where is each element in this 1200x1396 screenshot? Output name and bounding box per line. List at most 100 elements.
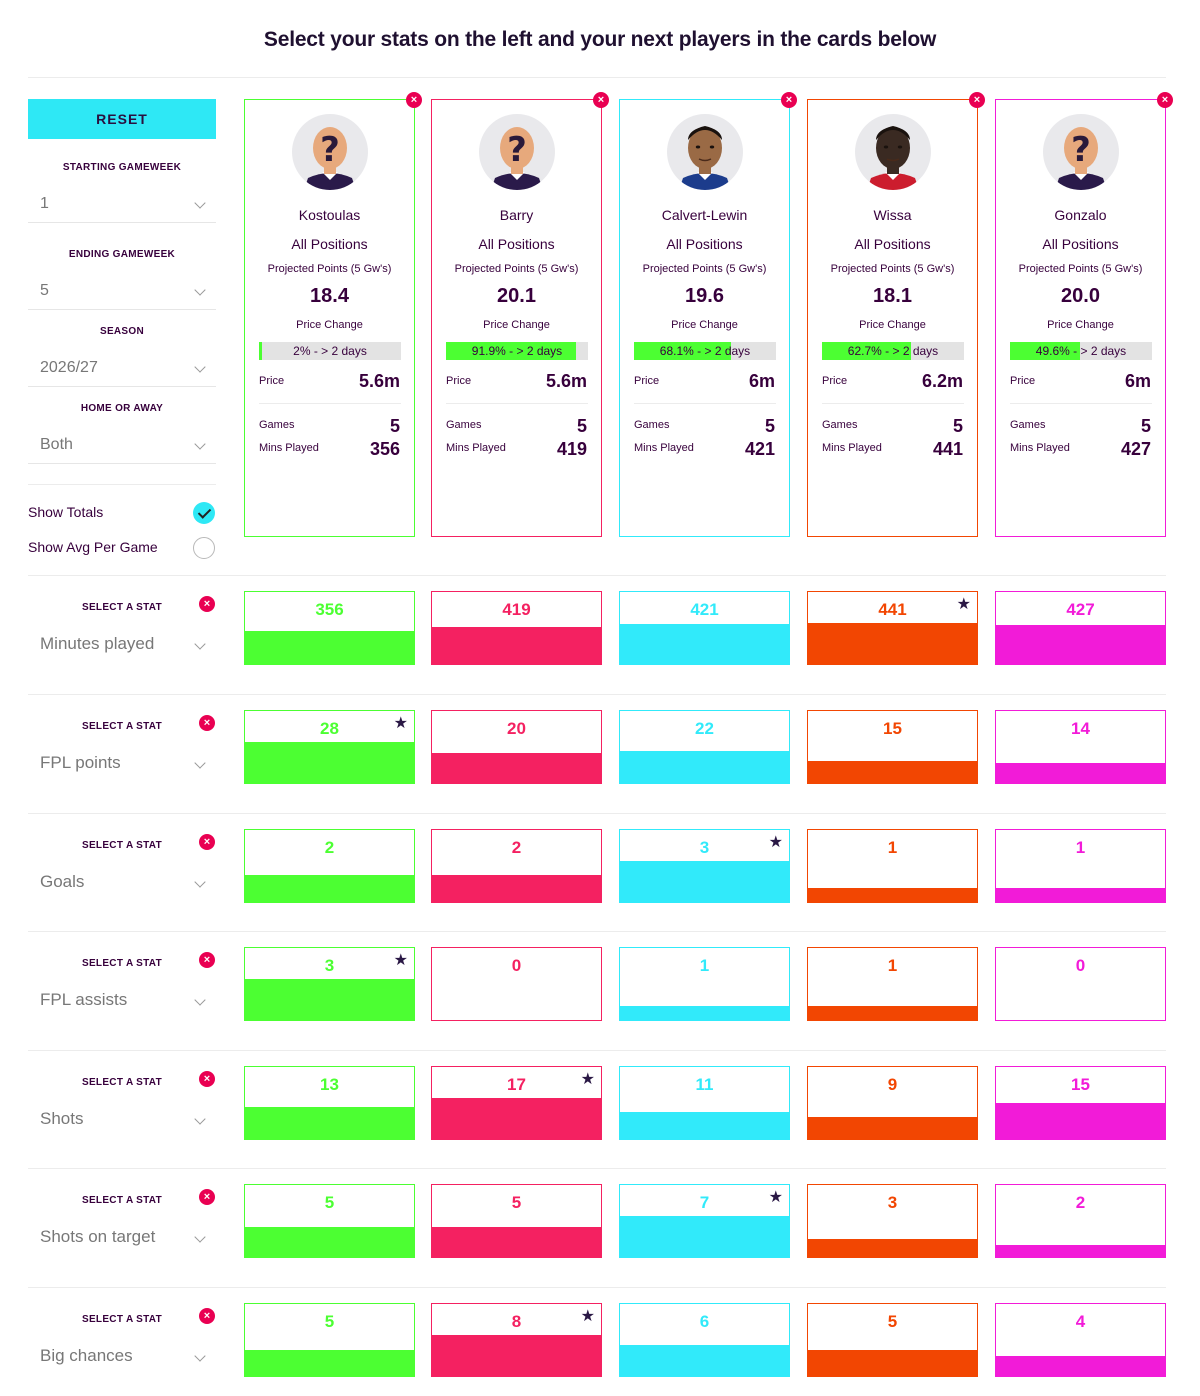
player-avatar	[667, 114, 743, 190]
mins-played-value: 427	[1120, 439, 1151, 459]
mins-played-value: 356	[369, 439, 400, 459]
stat-select[interactable]: Minutes played	[28, 626, 216, 662]
player-card: × Calvert-Lewin All Positions Projected Poi…	[619, 92, 797, 537]
ending-gameweek-label: ENDING GAMEWEEK	[68, 249, 176, 260]
unknown-player-icon: ?	[1043, 114, 1119, 190]
stat-value: 11	[695, 1075, 714, 1094]
price-change-fill	[446, 342, 577, 360]
stat-value-box: 15	[995, 1066, 1166, 1140]
divider	[28, 575, 1166, 576]
price-change-label: Price Change	[1047, 319, 1114, 331]
remove-stat-button[interactable]: ×	[199, 1308, 215, 1324]
remove-player-button[interactable]: ×	[593, 92, 609, 108]
stat-value-fill	[996, 1245, 1165, 1257]
stat-value-box: 1	[619, 947, 790, 1021]
stat-select[interactable]: Shots on target	[28, 1219, 216, 1255]
select-stat-label: SELECT A STAT	[81, 840, 162, 851]
stat-value-fill	[245, 1107, 414, 1139]
stat-value-fill	[996, 762, 1165, 783]
stat-value-fill	[245, 978, 414, 1020]
mins-played-label: Mins Played	[1010, 442, 1070, 454]
starting-gameweek-select[interactable]: 1	[28, 185, 216, 223]
stat-value-fill	[432, 753, 601, 783]
stat-value-box: 1	[807, 947, 978, 1021]
chevron-down-icon	[194, 876, 206, 888]
stat-value: 3	[699, 838, 710, 857]
stat-value: 7	[699, 1193, 710, 1212]
price-label: Price	[259, 375, 285, 387]
remove-stat-button[interactable]: ×	[199, 834, 215, 850]
price-label: Price	[1010, 375, 1036, 387]
stat-value: 5	[887, 1312, 898, 1331]
stat-value: 1	[887, 838, 898, 857]
stat-value-fill	[245, 1227, 414, 1257]
chevron-down-icon	[194, 438, 206, 450]
show-totals-checkbox[interactable]	[193, 502, 215, 524]
price-label: Price	[446, 375, 472, 387]
remove-player-button[interactable]: ×	[969, 92, 985, 108]
stat-select[interactable]: FPL points	[28, 745, 216, 781]
stat-value-fill	[432, 1334, 601, 1376]
games-value: 5	[389, 416, 400, 436]
stat-select[interactable]: Shots	[28, 1101, 216, 1137]
remove-stat-button[interactable]: ×	[199, 952, 215, 968]
remove-stat-button[interactable]: ×	[199, 1189, 215, 1205]
remove-stat-button[interactable]: ×	[199, 1071, 215, 1087]
season-select[interactable]: 2026/27	[28, 349, 216, 387]
ending-gameweek-select[interactable]: 5	[28, 272, 216, 310]
projected-points-label: Projected Points (5 Gw's)	[267, 263, 392, 275]
remove-player-button[interactable]: ×	[1157, 92, 1173, 108]
games-label: Games	[1010, 419, 1046, 431]
remove-player-button[interactable]: ×	[781, 92, 797, 108]
stat-value-box: 2	[995, 1184, 1166, 1258]
stat-value-fill	[432, 626, 601, 664]
reset-button[interactable]: RESET	[28, 99, 216, 139]
stat-value-fill	[432, 1227, 601, 1257]
projected-points-value: 18.4	[310, 285, 349, 307]
mins-played-label: Mins Played	[634, 442, 694, 454]
svg-text:?: ?	[320, 130, 340, 170]
chevron-down-icon	[194, 361, 206, 373]
stat-select[interactable]: FPL assists	[28, 982, 216, 1018]
stat-value-box: 3	[807, 1184, 978, 1258]
price-change-fill	[822, 342, 912, 360]
games-value: 5	[576, 416, 587, 436]
stat-value-fill	[808, 1350, 977, 1376]
starting-gameweek-value: 1	[40, 195, 49, 212]
stat-value-box: 1	[995, 829, 1166, 903]
stat-value: 1	[699, 956, 710, 975]
stat-value: 6	[699, 1312, 710, 1331]
remove-stat-button[interactable]: ×	[199, 596, 215, 612]
stat-select[interactable]: Goals	[28, 864, 216, 900]
stat-value: 356	[315, 600, 344, 619]
chevron-down-icon	[194, 994, 206, 1006]
remove-player-button[interactable]: ×	[406, 92, 422, 108]
stat-value-fill	[620, 1006, 789, 1020]
divider	[822, 403, 964, 404]
games-label: Games	[822, 419, 858, 431]
stat-value-box: 3 ★	[619, 829, 790, 903]
price-label: Price	[822, 375, 848, 387]
games-value: 5	[764, 416, 775, 436]
chevron-down-icon	[194, 284, 206, 296]
home-away-label: HOME OR AWAY	[80, 403, 164, 414]
home-away-value: Both	[40, 436, 73, 453]
remove-stat-button[interactable]: ×	[199, 715, 215, 731]
stat-select[interactable]: Big chances	[28, 1338, 216, 1374]
stat-value: 5	[511, 1193, 522, 1212]
divider	[446, 403, 588, 404]
home-away-select[interactable]: Both	[28, 426, 216, 464]
price-change-bar: 68.1% - > 2 days	[634, 342, 776, 360]
price-change-text: 62.7% - > 2 days	[847, 344, 939, 358]
price-change-label: Price Change	[859, 319, 926, 331]
stat-value-box: 419	[431, 591, 602, 665]
show-avg-checkbox[interactable]	[193, 537, 215, 559]
stat-value-box: 427	[995, 591, 1166, 665]
projected-points-value: 18.1	[873, 285, 912, 307]
star-icon: ★	[768, 834, 783, 851]
player-position: All Positions	[854, 236, 931, 252]
player-name: Calvert-Lewin	[661, 207, 748, 223]
projected-points-value: 20.1	[497, 285, 536, 307]
player-position: All Positions	[291, 236, 368, 252]
stat-value-box: 2	[431, 829, 602, 903]
